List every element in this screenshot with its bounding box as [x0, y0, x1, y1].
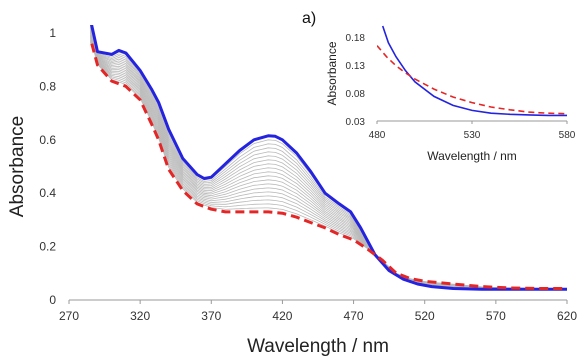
main-x-tick-labels: 270 320 370 420 470 520 570 620 [59, 300, 577, 323]
main-x-tick-label: 370 [201, 309, 221, 323]
main-x-axis-title: Wavelength / nm [247, 336, 389, 357]
main-y-tick-label: 0.8 [39, 79, 56, 93]
main-x-tick-label: 520 [415, 309, 435, 323]
main-y-tick-label: 0.4 [39, 186, 56, 200]
main-y-tick-label: 0.2 [39, 240, 56, 254]
main-y-tick-labels: 0 0.2 0.4 0.6 0.8 1 [39, 26, 56, 307]
inset-x-axis-title: Wavelength / nm [427, 149, 517, 163]
main-plot-lines [89, 25, 567, 291]
inset-y-tick-label: 0.13 [346, 61, 366, 72]
main-y-tick-label: 0 [49, 293, 56, 307]
main-x-tick-label: 420 [272, 309, 292, 323]
inset-y-tick-label: 0.08 [346, 89, 366, 100]
main-y-tick-label: 0.6 [39, 133, 56, 147]
inset-y-tick-label: 0.03 [346, 117, 366, 128]
main-x-tick-label: 320 [130, 309, 150, 323]
inset-x-tick-label: 530 [464, 130, 481, 141]
inset-background [320, 8, 578, 168]
inset-final-spectrum-line [381, 25, 567, 117]
inset-x-tick-label: 480 [369, 130, 386, 141]
main-x-tick-label: 470 [344, 309, 364, 323]
main-x-tick-label: 620 [557, 309, 577, 323]
inset-y-axis-title: Absorbance [325, 41, 339, 105]
main-y-tick-label: 1 [49, 26, 56, 40]
inset-x-tick-labels: 480 530 580 [369, 121, 576, 141]
final-spectrum-line [90, 25, 567, 291]
panel-label: a) [302, 10, 316, 27]
inset-chart: 480 530 580 0.03 0.08 0.13 0.18 Wavelength / … [302, 8, 578, 168]
inset-plot-lines [377, 25, 568, 117]
inset-initial-spectrum-line [377, 45, 568, 115]
inset-y-tick-labels: 0.03 0.08 0.13 0.18 [346, 33, 366, 128]
inset-y-tick-label: 0.18 [346, 33, 366, 44]
main-y-axis-title: Absorbance [7, 116, 28, 217]
main-x-tick-label: 270 [59, 309, 79, 323]
inset-x-tick-label: 580 [559, 130, 576, 141]
initial-spectrum-line [90, 43, 567, 290]
main-x-tick-label: 570 [486, 309, 506, 323]
main-chart: 270 320 370 420 470 520 570 620 00.20.40.60.81 … [7, 25, 577, 357]
